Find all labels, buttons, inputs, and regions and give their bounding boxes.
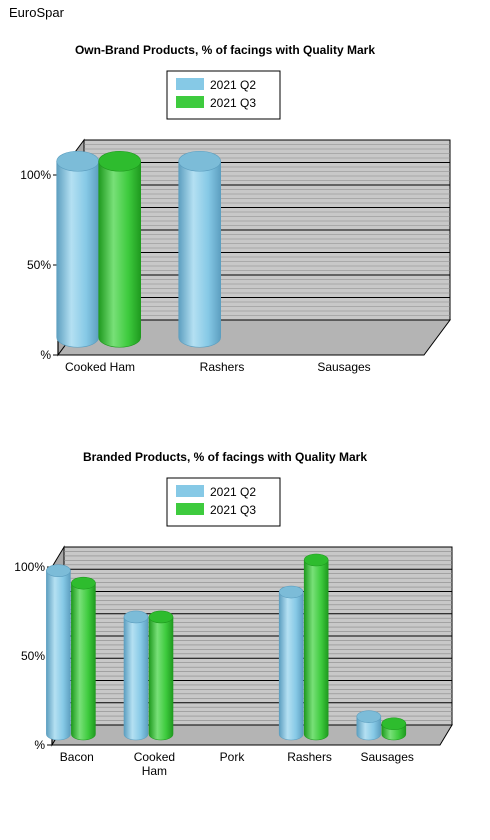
x-tick-label: Bacon — [60, 750, 94, 764]
x-tick-label: Sausages — [361, 750, 414, 764]
legend-label-q2: 2021 Q2 — [210, 78, 256, 92]
bar-q3 — [381, 717, 407, 741]
y-tick-label: 100% — [20, 168, 51, 182]
bar-q2 — [46, 564, 71, 741]
chart-title: Own-Brand Products, % of facings with Qu… — [75, 43, 375, 57]
page-title: EuroSpar — [9, 5, 64, 20]
chart-legend: 2021 Q2 2021 Q3 — [166, 477, 281, 527]
y-tick-label: 50% — [21, 649, 45, 663]
x-tick-label: Rashers — [200, 360, 245, 374]
legend-label-q3: 2021 Q3 — [210, 96, 256, 110]
legend-swatch-q2 — [176, 485, 204, 497]
x-tick-label: Rashers — [287, 750, 332, 764]
bar-q2 — [278, 585, 304, 741]
legend-swatch-q3 — [176, 503, 204, 515]
bar-q2 — [56, 150, 99, 348]
own-brand-chart: Own-Brand Products, % of facings with Qu… — [20, 43, 451, 374]
legend-label-q3: 2021 Q3 — [210, 503, 256, 517]
bar-q3 — [98, 150, 141, 348]
bar-q3 — [71, 576, 96, 741]
bar-q3 — [303, 553, 329, 741]
x-tick-label: Cooked Ham — [65, 360, 135, 374]
chart-legend: 2021 Q2 2021 Q3 — [166, 70, 281, 120]
y-tick-label: % — [34, 738, 45, 752]
y-tick-label: 50% — [27, 258, 51, 272]
chart-title: Branded Products, % of facings with Qual… — [83, 450, 367, 464]
bar-q2 — [178, 150, 221, 348]
bar-q2 — [356, 710, 382, 741]
x-tick-label: Pork — [220, 750, 246, 764]
plot-area: % 50% 100% Bacon Cooked Ham Pork Rashers Sausage… — [14, 545, 453, 778]
branded-chart: Branded Products, % of facings with Qual… — [14, 450, 453, 778]
y-tick-label: % — [40, 348, 51, 362]
bar-q3 — [148, 610, 174, 741]
bar-q2 — [123, 610, 149, 741]
x-tick-label: Sausages — [317, 360, 370, 374]
plot-area: % 50% 100% Cooked Ham Rashers Sausages — [20, 138, 451, 374]
y-tick-label: 100% — [14, 560, 45, 574]
legend-swatch-q2 — [176, 78, 204, 90]
legend-label-q2: 2021 Q2 — [210, 485, 256, 499]
x-tick-label: Cooked Ham — [134, 750, 175, 778]
legend-swatch-q3 — [176, 96, 204, 108]
